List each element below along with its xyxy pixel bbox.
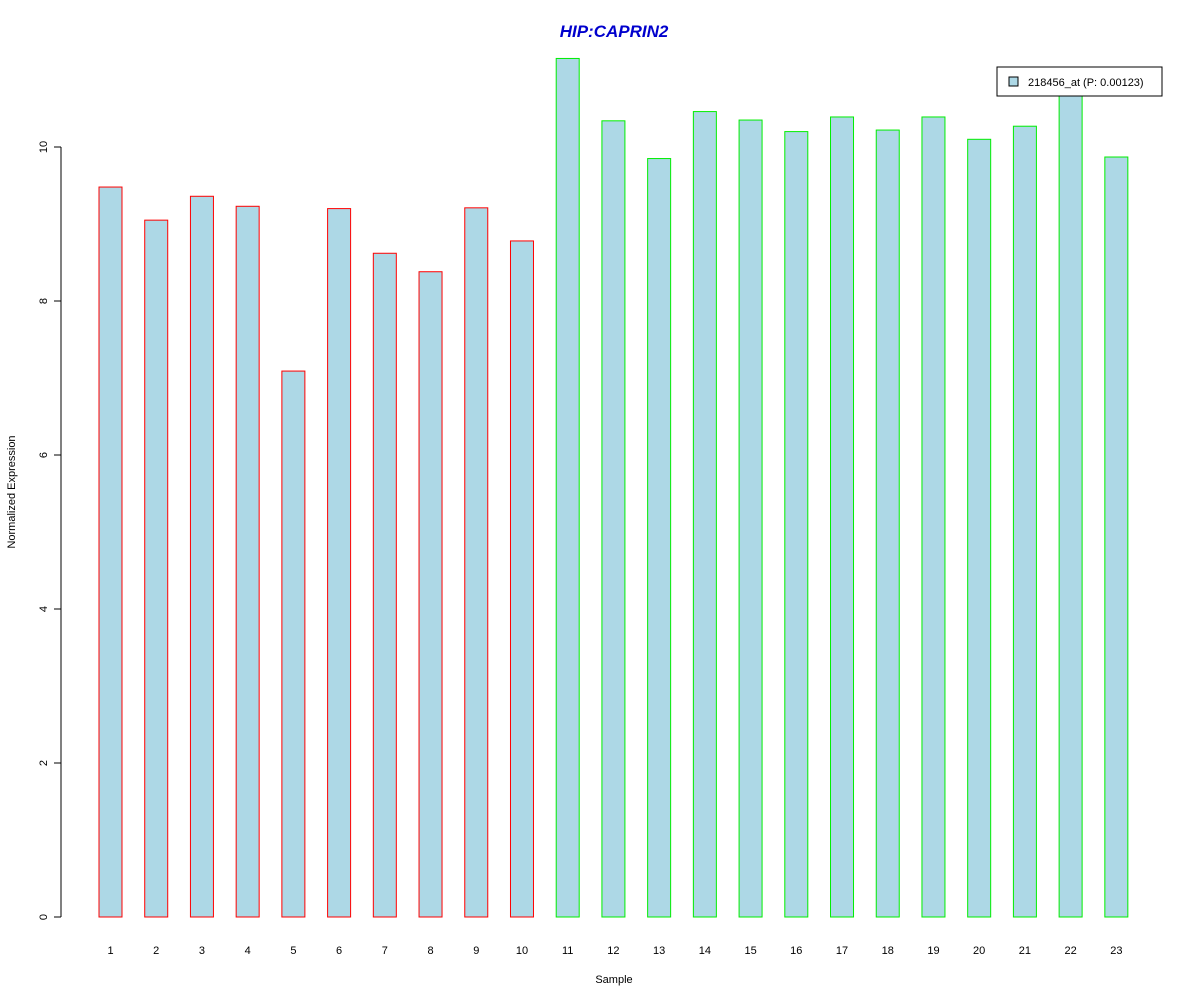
y-tick-label: 0 — [38, 914, 50, 920]
bars-group — [98, 57, 1129, 918]
chart-title: HIP:CAPRIN2 — [560, 22, 669, 41]
x-tick-label: 11 — [562, 945, 573, 957]
x-tick-label: 22 — [1064, 945, 1076, 957]
bar — [784, 131, 809, 918]
x-tick-label: 4 — [245, 945, 251, 957]
bar — [144, 219, 169, 918]
bar — [327, 208, 352, 918]
x-tick-label: 20 — [973, 945, 985, 957]
legend-swatch — [1008, 76, 1019, 87]
x-axis-label: Sample — [595, 974, 632, 986]
bar — [921, 116, 946, 918]
bar — [647, 158, 672, 918]
y-tick-label: 8 — [38, 298, 50, 304]
bar — [1012, 125, 1037, 918]
x-tick-label: 21 — [1019, 945, 1031, 957]
bar — [281, 370, 306, 918]
legend-label: 218456_at (P: 0.00123) — [1028, 77, 1144, 89]
bar — [738, 119, 763, 918]
legend: 218456_at (P: 0.00123) — [996, 66, 1163, 97]
bar — [601, 120, 626, 918]
x-tick-label: 13 — [653, 945, 665, 957]
bar — [372, 252, 397, 918]
bar — [418, 271, 443, 918]
x-tick-labels: 1 2 3 4 5 6 7 8 9 10 11 12 13 14 15 16 17 18 19 20 21 22 23 — [107, 945, 1122, 957]
x-tick-label: 9 — [473, 945, 479, 957]
y-tick-label: 10 — [38, 141, 50, 153]
bar — [1104, 156, 1129, 918]
x-tick-label: 15 — [744, 945, 756, 957]
bar — [1058, 94, 1083, 918]
x-tick-label: 14 — [699, 945, 711, 957]
bar — [830, 116, 855, 918]
x-tick-label: 6 — [336, 945, 342, 957]
bar — [464, 207, 489, 918]
x-tick-label: 2 — [153, 945, 159, 957]
x-tick-label: 12 — [607, 945, 619, 957]
bar — [875, 129, 900, 918]
x-tick-label: 10 — [516, 945, 528, 957]
bar — [235, 205, 260, 918]
bar — [967, 138, 992, 918]
x-tick-label: 1 — [107, 945, 113, 957]
y-tick-label: 4 — [38, 606, 50, 612]
x-tick-label: 19 — [927, 945, 939, 957]
x-tick-label: 3 — [199, 945, 205, 957]
y-tick-label: 2 — [38, 760, 50, 766]
bar — [555, 57, 580, 918]
y-axis: 0 2 4 6 8 10 — [38, 141, 62, 920]
x-tick-label: 17 — [836, 945, 848, 957]
x-tick-label: 23 — [1110, 945, 1122, 957]
x-tick-label: 7 — [382, 945, 388, 957]
bar — [509, 240, 534, 918]
bar — [189, 195, 214, 918]
y-tick-label: 6 — [38, 452, 50, 458]
legend-box — [996, 66, 1163, 97]
x-tick-label: 8 — [427, 945, 433, 957]
bar — [692, 111, 717, 918]
bar — [98, 186, 123, 918]
x-tick-label: 16 — [790, 945, 802, 957]
x-tick-label: 18 — [882, 945, 894, 957]
x-tick-label: 5 — [290, 945, 296, 957]
y-axis-label: Normalized Expression — [6, 435, 18, 548]
